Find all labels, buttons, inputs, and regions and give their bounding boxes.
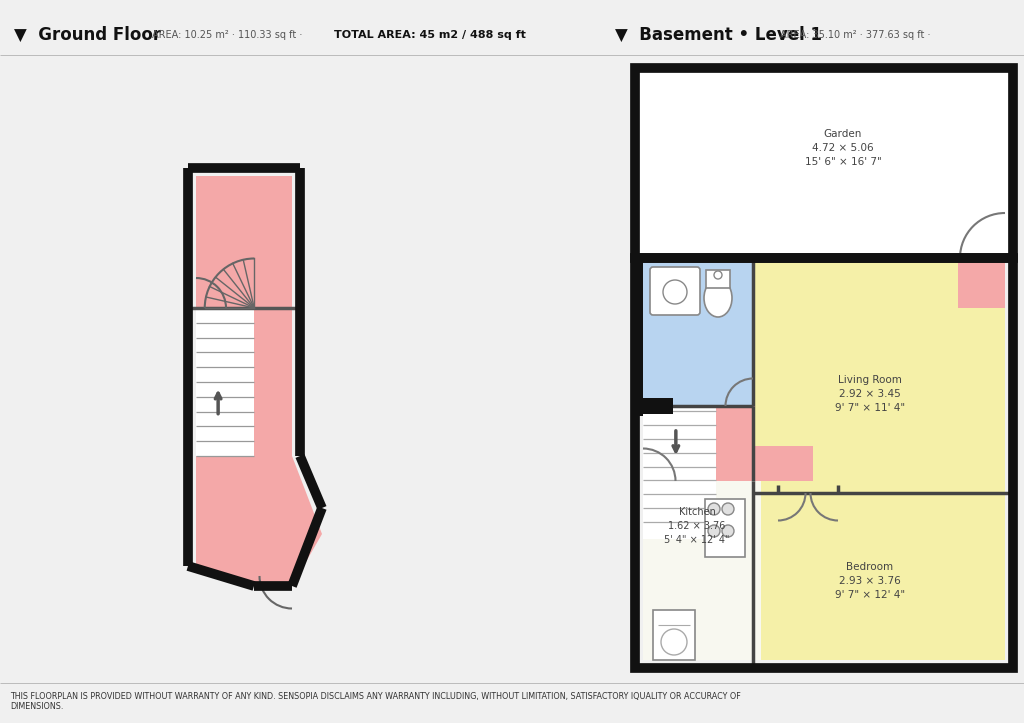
Text: Bedroom
2.93 × 3.76
9' 7" × 12' 4": Bedroom 2.93 × 3.76 9' 7" × 12' 4" [835, 562, 905, 599]
Circle shape [714, 271, 722, 279]
FancyBboxPatch shape [650, 267, 700, 315]
Circle shape [708, 503, 720, 515]
Bar [958, 258, 1005, 308]
Bar [753, 446, 813, 481]
Circle shape [722, 503, 734, 515]
Bar [635, 68, 1013, 258]
Bar [653, 610, 695, 660]
Bar [643, 260, 759, 406]
Bar [635, 68, 1013, 258]
Text: ▼  Basement • Level 1: ▼ Basement • Level 1 [615, 26, 822, 44]
Bar [196, 308, 254, 456]
Bar [643, 406, 816, 481]
Text: Living Room
2.92 × 3.45
9' 7" × 11' 4": Living Room 2.92 × 3.45 9' 7" × 11' 4" [835, 375, 905, 414]
Bar [635, 258, 1013, 668]
Text: ▼  Ground Floor: ▼ Ground Floor [14, 26, 161, 44]
Circle shape [708, 525, 720, 537]
Bar [635, 398, 673, 414]
Text: TOTAL AREA: 45 m2 / 488 sq ft: TOTAL AREA: 45 m2 / 488 sq ft [334, 30, 526, 40]
Polygon shape [196, 456, 322, 586]
Circle shape [722, 525, 734, 537]
Text: AREA: 35.10 m² · 377.63 sq ft ·: AREA: 35.10 m² · 377.63 sq ft · [780, 30, 931, 40]
Text: AREA: 10.25 m² · 110.33 sq ft ·: AREA: 10.25 m² · 110.33 sq ft · [152, 30, 302, 40]
Bar [643, 408, 716, 539]
Circle shape [663, 280, 687, 304]
Bar [706, 270, 730, 288]
Bar [254, 308, 292, 456]
Ellipse shape [705, 279, 732, 317]
Bar [755, 260, 1005, 493]
Text: Kitchen
1.62 × 3.76
5' 4" × 12' 4": Kitchen 1.62 × 3.76 5' 4" × 12' 4" [665, 507, 730, 545]
Bar [643, 481, 761, 660]
Bar [705, 499, 745, 557]
Bar [755, 495, 1005, 660]
Bar [635, 258, 643, 416]
Bar [196, 176, 292, 308]
Bar [635, 258, 1013, 668]
Circle shape [662, 629, 687, 655]
Text: Garden
4.72 × 5.06
15' 6" × 16' 7": Garden 4.72 × 5.06 15' 6" × 16' 7" [805, 129, 882, 167]
Text: THIS FLOORPLAN IS PROVIDED WITHOUT WARRANTY OF ANY KIND. SENSOPIA DISCLAIMS ANY : THIS FLOORPLAN IS PROVIDED WITHOUT WARRA… [10, 692, 740, 711]
